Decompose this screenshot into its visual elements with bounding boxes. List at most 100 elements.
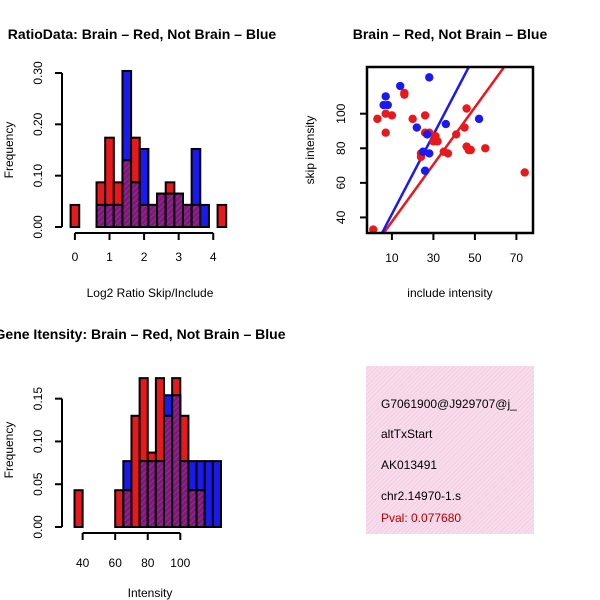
fit-line-not-brain (380, 67, 471, 233)
x-tick-label: 1 (106, 250, 113, 264)
bar-brain (69, 203, 81, 228)
gene-ylabel: Frequency (2, 422, 16, 479)
scatter-xlabel: include intensity (407, 286, 492, 300)
point-not-brain (441, 119, 451, 129)
bar-overlap (156, 192, 167, 228)
y-tick-label: 0.10 (31, 429, 45, 453)
bar-brain (130, 414, 141, 528)
bar-overlap (171, 394, 182, 528)
ratio-histogram: RatioData: Brain – Red, Not Brain – Blue… (2, 26, 276, 300)
intensity-scatter: Brain – Red, Not Brain – Blue include in… (303, 26, 548, 300)
bar-overlap (121, 159, 133, 228)
x-tick-label: 50 (468, 251, 482, 265)
gene-intensity-histogram: Gene Itensity: Brain – Red, Not Brain – … (0, 326, 286, 600)
bar-overlap (95, 203, 107, 228)
bar-overlap (195, 489, 206, 529)
bar-overlap (122, 489, 133, 529)
bar-overlap (104, 203, 115, 228)
point-not-brain (396, 81, 405, 91)
bar-not-brain (211, 460, 222, 528)
bar-brain (216, 203, 228, 228)
y-tick-label: 80 (334, 141, 348, 155)
plot-box (365, 65, 535, 235)
bar-overlap (181, 203, 193, 228)
event-info-panel: G7061900@J929707@j_ altTxStart AK013491 … (366, 366, 534, 534)
point-not-brain (420, 166, 430, 175)
point-brain (400, 88, 409, 98)
locus: chr2.14970-1.s (381, 489, 462, 503)
y-tick-label: 40 (334, 210, 348, 224)
point-brain (481, 144, 490, 153)
point-not-brain (469, 58, 477, 66)
event-type: altTxStart (381, 427, 433, 441)
bar-brain (114, 489, 125, 529)
gene-title: Gene Itensity: Brain – Red, Not Brain – … (0, 326, 286, 342)
point-not-brain (425, 73, 434, 82)
scatter-title: Brain – Red, Not Brain – Blue (353, 26, 548, 42)
x-tick-label: 40 (76, 556, 90, 570)
y-tick-label: 0.20 (31, 112, 45, 136)
bar-overlap (179, 460, 190, 528)
point-brain (408, 114, 417, 124)
x-tick-label: 30 (427, 251, 441, 265)
point-brain (452, 130, 461, 139)
point-not-brain (383, 100, 392, 110)
bar-overlap (138, 203, 150, 228)
bar-overlap (187, 489, 198, 529)
bar-overlap (173, 192, 184, 228)
x-tick-label: 4 (210, 250, 217, 264)
bar-not-brain (203, 460, 214, 528)
point-not-brain (425, 149, 434, 158)
x-tick-label: 0 (72, 250, 79, 264)
ratio-xlabel: Log2 Ratio Skip/Include (87, 286, 214, 300)
y-tick-label: 0.00 (31, 215, 45, 239)
point-brain (420, 111, 430, 120)
bar-overlap (138, 460, 149, 528)
point-not-brain (422, 130, 432, 139)
bar-overlap (190, 203, 202, 228)
point-brain (369, 225, 378, 233)
x-tick-label: 80 (141, 556, 155, 570)
point-brain (520, 168, 529, 177)
point-brain (373, 114, 382, 124)
point-brain (443, 149, 453, 158)
y-tick-label: 0.05 (31, 472, 45, 496)
y-tick-label: 60 (334, 176, 348, 190)
x-tick-label: 70 (510, 251, 524, 265)
fit-line-brain (382, 67, 506, 233)
point-not-brain (412, 123, 421, 132)
point-not-brain (474, 114, 484, 124)
pval: Pval: 0.077680 (381, 511, 462, 525)
x-tick-label: 60 (109, 556, 123, 570)
point-not-brain (381, 92, 390, 101)
bar-not-brain (199, 203, 210, 228)
event-id: G7061900@J929707@j_ (381, 397, 517, 411)
accession: AK013491 (381, 458, 438, 472)
bar-brain (73, 489, 84, 529)
y-tick-label: 0.30 (31, 61, 45, 85)
ratio-title: RatioData: Brain – Red, Not Brain – Blue (8, 26, 277, 42)
point-brain (466, 145, 475, 155)
plot-area (369, 58, 529, 233)
scatter-ylabel: skip intensity (303, 116, 317, 185)
gene-xlabel: Intensity (128, 586, 173, 600)
bar-overlap (164, 192, 176, 228)
ratio-ylabel: Frequency (2, 122, 16, 179)
y-tick-label: 100 (334, 103, 348, 123)
y-tick-label: 0.15 (31, 387, 45, 411)
x-tick-label: 3 (175, 250, 182, 264)
bar-overlap (154, 460, 166, 528)
bar-overlap (146, 460, 157, 528)
point-brain (387, 111, 397, 120)
bar-overlap (163, 414, 174, 528)
bar-overlap (147, 203, 159, 228)
x-tick-label: 2 (141, 250, 148, 264)
point-brain (462, 104, 471, 113)
x-tick-label: 10 (385, 251, 399, 265)
point-brain (381, 128, 390, 137)
point-brain (460, 123, 469, 132)
bar-overlap (112, 203, 124, 228)
bar-overlap (130, 181, 141, 228)
y-tick-label: 0.00 (31, 515, 45, 539)
